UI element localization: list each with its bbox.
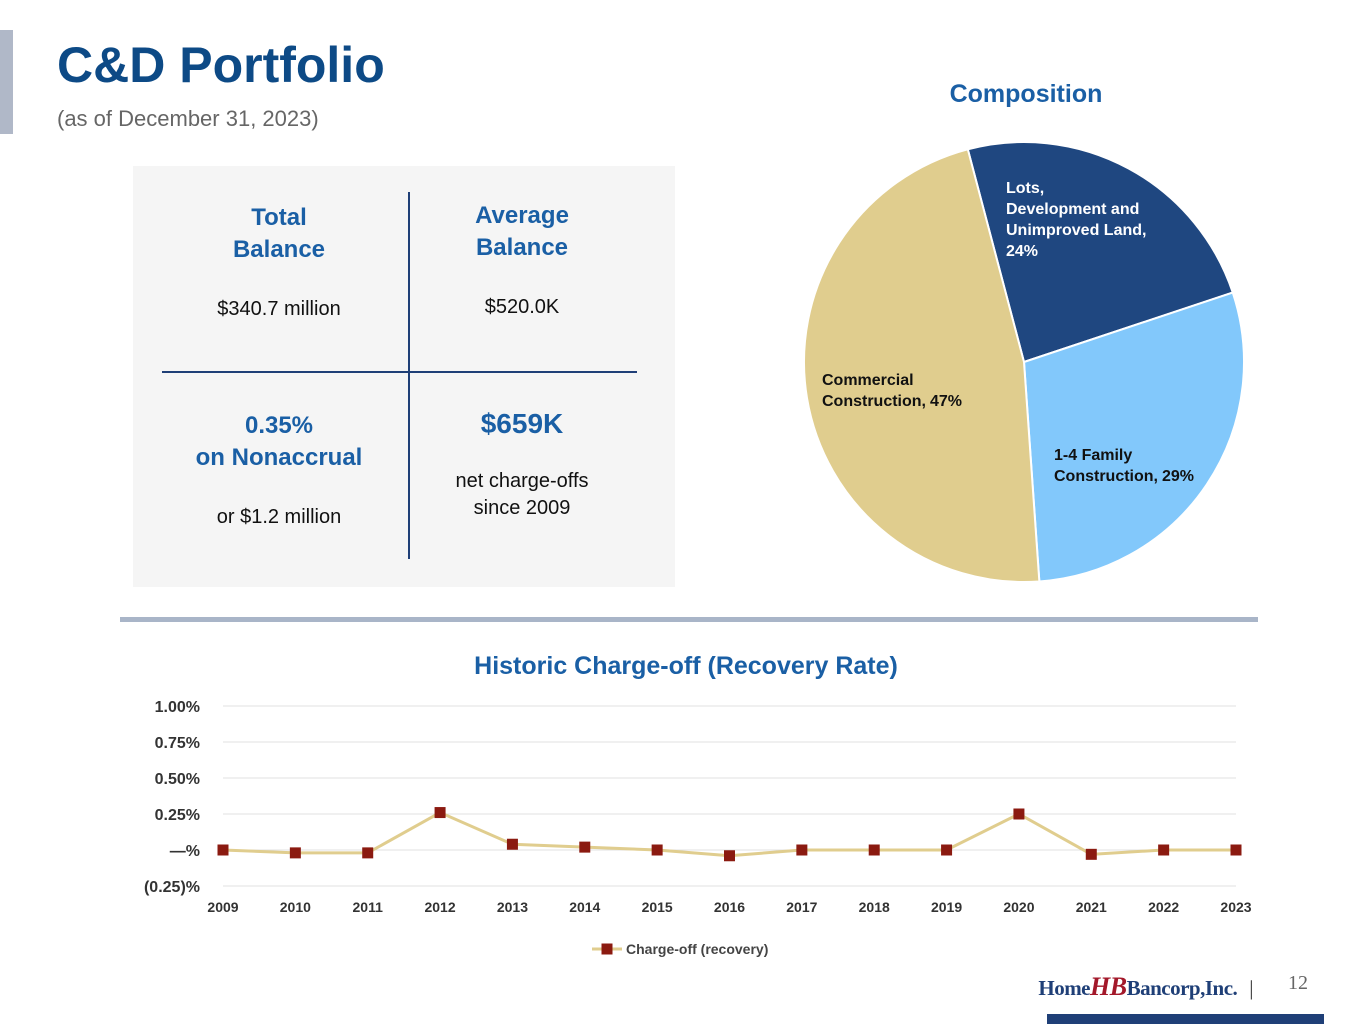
stat-text: or $1.2 million [216, 506, 342, 528]
y-tick-label: (0.25)% [144, 879, 200, 896]
subtitle: (as of December 31, 2023) [57, 106, 319, 131]
stat-heading: $659K [480, 408, 564, 439]
point-marker [868, 844, 880, 856]
pie-category: Lots, Development and Unimproved Land, [1006, 180, 1147, 239]
pie-label: Commercial Construction, 47% [822, 370, 962, 412]
page-number: 12 [1288, 972, 1308, 994]
x-tick-label: 2017 [786, 899, 817, 915]
x-tick-label: 2015 [642, 899, 673, 915]
point-marker [217, 844, 229, 856]
x-tick-label: 2012 [424, 899, 455, 915]
point-marker [1230, 844, 1242, 856]
stats-panel: Total Balance $340.7 million Average Bal… [133, 166, 675, 587]
point-marker [796, 844, 808, 856]
logo: HomeHBBancorp,Inc. | [1038, 972, 1253, 1002]
x-tick-label: 2009 [207, 899, 238, 915]
chart-title: Historic Charge-off (Recovery Rate) [474, 652, 898, 680]
stat-text: net charge-offs since 2009 [455, 470, 589, 519]
x-tick-label: 2021 [1076, 899, 1107, 915]
pie-label: 1-4 Family Construction, 29% [1054, 445, 1194, 487]
point-marker [1013, 808, 1025, 820]
stat-heading: Average Balance [475, 202, 569, 261]
footer-bar [1047, 1014, 1324, 1024]
series-line [222, 810, 1236, 858]
y-tick-label: —% [170, 843, 200, 860]
logo-text: Home [1038, 976, 1091, 1000]
stat-heading: Total Balance [232, 204, 326, 263]
pie-category: 1-4 Family Construction, [1054, 447, 1158, 485]
y-tick-label: 0.50% [155, 771, 200, 788]
logo-separator: | [1249, 976, 1253, 1000]
divider [162, 371, 637, 373]
chart-title: Composition [949, 80, 1103, 108]
stat-text: $520.0K [484, 296, 560, 318]
pie-value-label: 24% [1006, 243, 1039, 260]
x-tick-label: 2013 [497, 899, 528, 915]
legend-label: Charge-off (recovery) [626, 941, 768, 957]
point-marker [289, 847, 301, 859]
point-marker [362, 847, 374, 859]
stat-text: $340.7 million [217, 298, 341, 320]
accent-bar [0, 30, 13, 134]
y-tick-label: 0.75% [155, 735, 200, 752]
x-tick-label: 2018 [859, 899, 890, 915]
point-marker [1085, 848, 1097, 860]
pie-slice [803, 148, 1041, 583]
point-marker [434, 807, 446, 819]
logo-mark: HB [1090, 972, 1127, 1001]
pie-slice [1022, 291, 1245, 583]
point-marker [506, 838, 518, 850]
pie-slice [966, 141, 1235, 364]
x-tick-label: 2010 [280, 899, 311, 915]
point-marker [651, 844, 663, 856]
x-tick-label: 2023 [1220, 899, 1251, 915]
x-tick-label: 2019 [931, 899, 962, 915]
point-marker [579, 841, 591, 853]
pie-category: Commercial Construction, [822, 372, 926, 410]
title: C&D Portfolio [57, 37, 385, 93]
divider [408, 192, 410, 559]
legend-marker [601, 943, 613, 955]
x-tick-label: 2020 [1003, 899, 1034, 915]
y-tick-label: 1.00% [155, 699, 200, 716]
x-tick-label: 2016 [714, 899, 745, 915]
x-tick-label: 2011 [353, 899, 384, 915]
y-tick-label: 0.25% [155, 807, 200, 824]
pie-value-label: 47% [930, 393, 963, 410]
point-marker [1158, 844, 1170, 856]
pie-value-label: 29% [1162, 468, 1195, 485]
point-marker [724, 850, 735, 862]
x-tick-label: 2022 [1148, 899, 1179, 915]
logo-text: Bancorp,Inc. [1126, 976, 1238, 1000]
pie-label: Lots, Development and Unimproved Land, 24… [1006, 178, 1146, 262]
x-tick-label: 2014 [569, 899, 600, 915]
point-marker [941, 844, 953, 856]
stat-heading: 0.35% on Nonaccrual [195, 412, 363, 471]
separator [120, 617, 1258, 622]
